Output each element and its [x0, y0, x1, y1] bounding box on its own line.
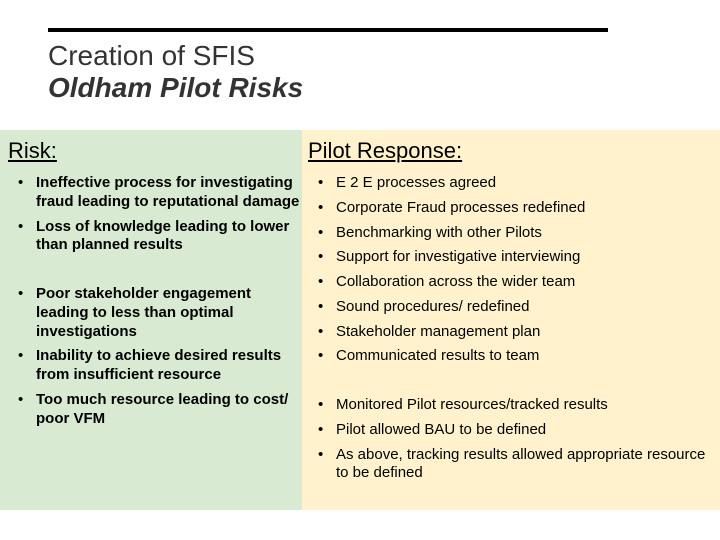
bullet-icon: • [318, 396, 323, 415]
bullet-icon: • [318, 248, 323, 267]
response-item: • Pilot allowed BAU to be defined [308, 421, 712, 440]
bullet-icon: • [318, 446, 323, 465]
response-item: • Communicated results to team [308, 347, 712, 366]
response-item: • As above, tracking results allowed appr… [308, 446, 712, 484]
bullet-icon: • [318, 224, 323, 243]
risk-heading: Risk: [8, 138, 300, 164]
risk-item-text: Poor stakeholder engagement leading to l… [36, 285, 251, 340]
response-item: • Support for investigative interviewing [308, 248, 712, 267]
response-item: • Monitored Pilot resources/tracked resul… [308, 396, 712, 415]
risk-item: • Loss of knowledge leading to lower than… [8, 218, 300, 256]
bullet-icon: • [18, 174, 23, 193]
response-heading: Pilot Response: [308, 138, 712, 164]
risk-item-text: Inability to achieve desired results fro… [36, 347, 281, 383]
risk-item: • Poor stakeholder engagement leading to … [8, 285, 300, 341]
left-column: Risk: • Ineffective process for investiga… [0, 138, 300, 434]
response-item-text: Benchmarking with other Pilots [336, 224, 542, 241]
response-item-text: Communicated results to team [336, 347, 539, 364]
slide: Creation of SFIS Oldham Pilot Risks Risk… [0, 0, 720, 540]
response-item: • Collaboration across the wider team [308, 273, 712, 292]
risk-list: • Ineffective process for investigating f… [8, 174, 300, 255]
risk-item: • Too much resource leading to cost/ poor… [8, 391, 300, 429]
response-item: • E 2 E processes agreed [308, 174, 712, 193]
response-item: • Sound procedures/ redefined [308, 298, 712, 317]
title-line-1: Creation of SFIS [48, 40, 608, 72]
title-block: Creation of SFIS Oldham Pilot Risks [48, 40, 608, 104]
bullet-icon: • [18, 391, 23, 410]
title-line-2: Oldham Pilot Risks [48, 72, 608, 104]
bullet-icon: • [318, 347, 323, 366]
response-list-2: • Monitored Pilot resources/tracked resul… [308, 396, 712, 483]
response-item: • Corporate Fraud processes redefined [308, 199, 712, 218]
response-item-text: Corporate Fraud processes redefined [336, 199, 585, 216]
response-item-text: Sound procedures/ redefined [336, 298, 529, 315]
risk-list-2: • Poor stakeholder engagement leading to … [8, 285, 300, 428]
bullet-icon: • [318, 298, 323, 317]
bullet-icon: • [318, 323, 323, 342]
bullet-icon: • [318, 421, 323, 440]
bullet-icon: • [18, 347, 23, 366]
bullet-icon: • [318, 199, 323, 218]
response-item-text: E 2 E processes agreed [336, 174, 496, 191]
risk-item: • Inability to achieve desired results fr… [8, 347, 300, 385]
response-item-text: Pilot allowed BAU to be defined [336, 421, 546, 438]
risk-item-text: Ineffective process for investigating fr… [36, 174, 299, 210]
response-item: • Benchmarking with other Pilots [308, 224, 712, 243]
bullet-icon: • [318, 273, 323, 292]
title-rule [48, 28, 608, 32]
response-item-text: Support for investigative interviewing [336, 248, 580, 265]
risk-item: • Ineffective process for investigating f… [8, 174, 300, 212]
bullet-icon: • [18, 218, 23, 237]
risk-item-text: Too much resource leading to cost/ poor … [36, 391, 288, 427]
response-item-text: Stakeholder management plan [336, 323, 540, 340]
risk-item-text: Loss of knowledge leading to lower than … [36, 218, 289, 254]
response-item: • Stakeholder management plan [308, 323, 712, 342]
response-item-text: As above, tracking results allowed appro… [336, 446, 705, 482]
response-list-1: • E 2 E processes agreed • Corporate Fraud… [308, 174, 712, 366]
bullet-icon: • [18, 285, 23, 304]
response-item-text: Monitored Pilot resources/tracked result… [336, 396, 608, 413]
right-column: Pilot Response: • E 2 E processes agreed … [302, 138, 712, 489]
bullet-icon: • [318, 174, 323, 193]
response-item-text: Collaboration across the wider team [336, 273, 575, 290]
